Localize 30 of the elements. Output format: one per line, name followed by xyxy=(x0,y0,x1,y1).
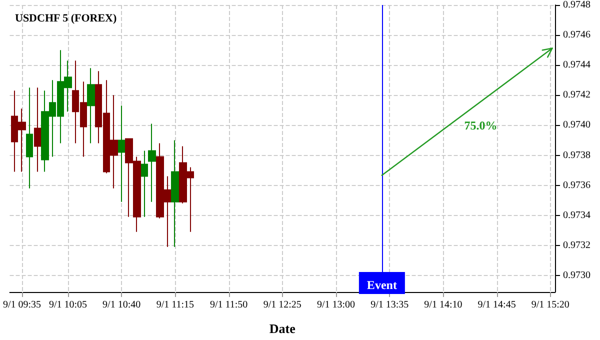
x-tick-label: 9/1 11:15 xyxy=(156,300,194,310)
y-tick-label: 0.9744 xyxy=(563,60,590,71)
y-tick-label: 0.9734 xyxy=(563,210,590,221)
ref-line-label: Event xyxy=(366,278,397,292)
x-axis-title: Date xyxy=(269,321,296,336)
annotation: 75.0% xyxy=(464,118,498,133)
x-tick-label: 9/1 13:35 xyxy=(370,300,409,310)
x-tick-label: 9/1 12:25 xyxy=(263,300,302,310)
y-tick-label: 0.9742 xyxy=(563,90,590,101)
candlestick xyxy=(34,87,41,172)
candlestick xyxy=(148,123,156,202)
x-tick-label: 9/1 10:05 xyxy=(48,300,88,310)
text: USDCHF 5 (FOREX) xyxy=(15,12,117,24)
x-tick-label: 9/1 13:00 xyxy=(316,300,356,310)
x-tick-label: 9/1 15:20 xyxy=(531,300,570,310)
x-tick-label: 9/1 14:45 xyxy=(478,300,516,310)
candlestick xyxy=(87,68,95,144)
y-tick-label: 0.9746 xyxy=(563,30,590,41)
y-tick-label: 0.9736 xyxy=(563,180,590,191)
x-tick-label: 9/1 11:50 xyxy=(210,300,248,310)
x-tick-label: 9/1 14:10 xyxy=(424,300,462,310)
candlestick xyxy=(141,150,148,218)
y-tick-label: 0.9738 xyxy=(563,150,590,161)
y-tick-label: 0.9740 xyxy=(563,120,590,131)
y-tick-label: 0.9730 xyxy=(563,270,590,281)
y-tick-label: 0.9748 xyxy=(563,0,590,10)
x-tick-label: 9/1 09:35 xyxy=(2,300,42,310)
candlestick xyxy=(26,87,33,189)
y-tick-label: 0.9732 xyxy=(563,240,590,251)
x-tick-label: 9/1 10:40 xyxy=(102,300,141,310)
